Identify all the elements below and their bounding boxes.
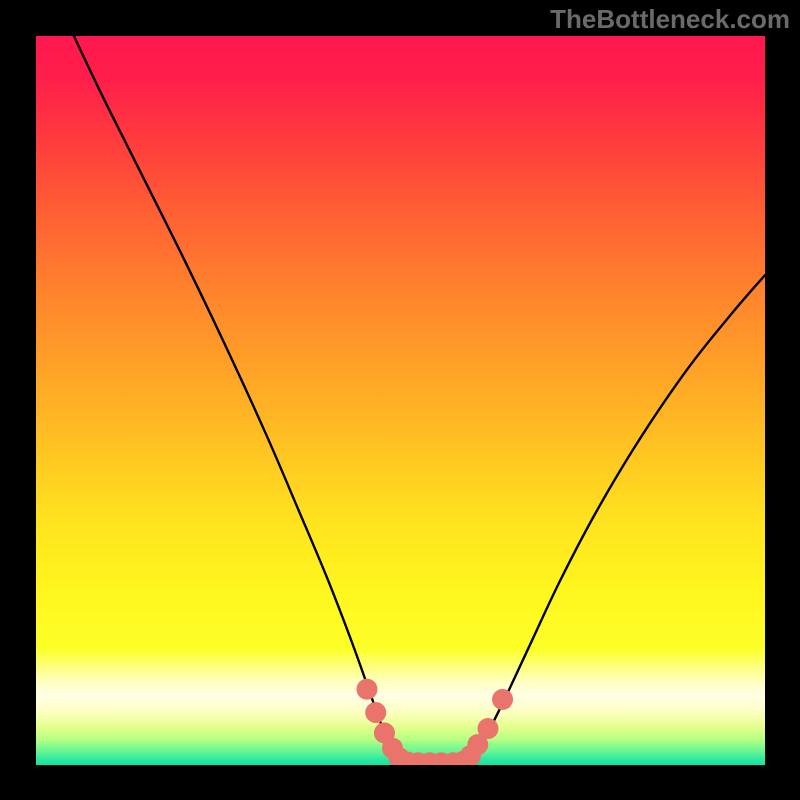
marker-dot	[492, 689, 513, 710]
marker-dot	[356, 679, 377, 700]
marker-group	[356, 679, 513, 765]
marker-dot	[477, 718, 498, 739]
watermark-text: TheBottleneck.com	[550, 4, 790, 35]
chart-svg	[36, 36, 765, 765]
marker-dot	[365, 702, 386, 723]
plot-area	[36, 36, 765, 765]
bottleneck-curve	[74, 36, 765, 763]
